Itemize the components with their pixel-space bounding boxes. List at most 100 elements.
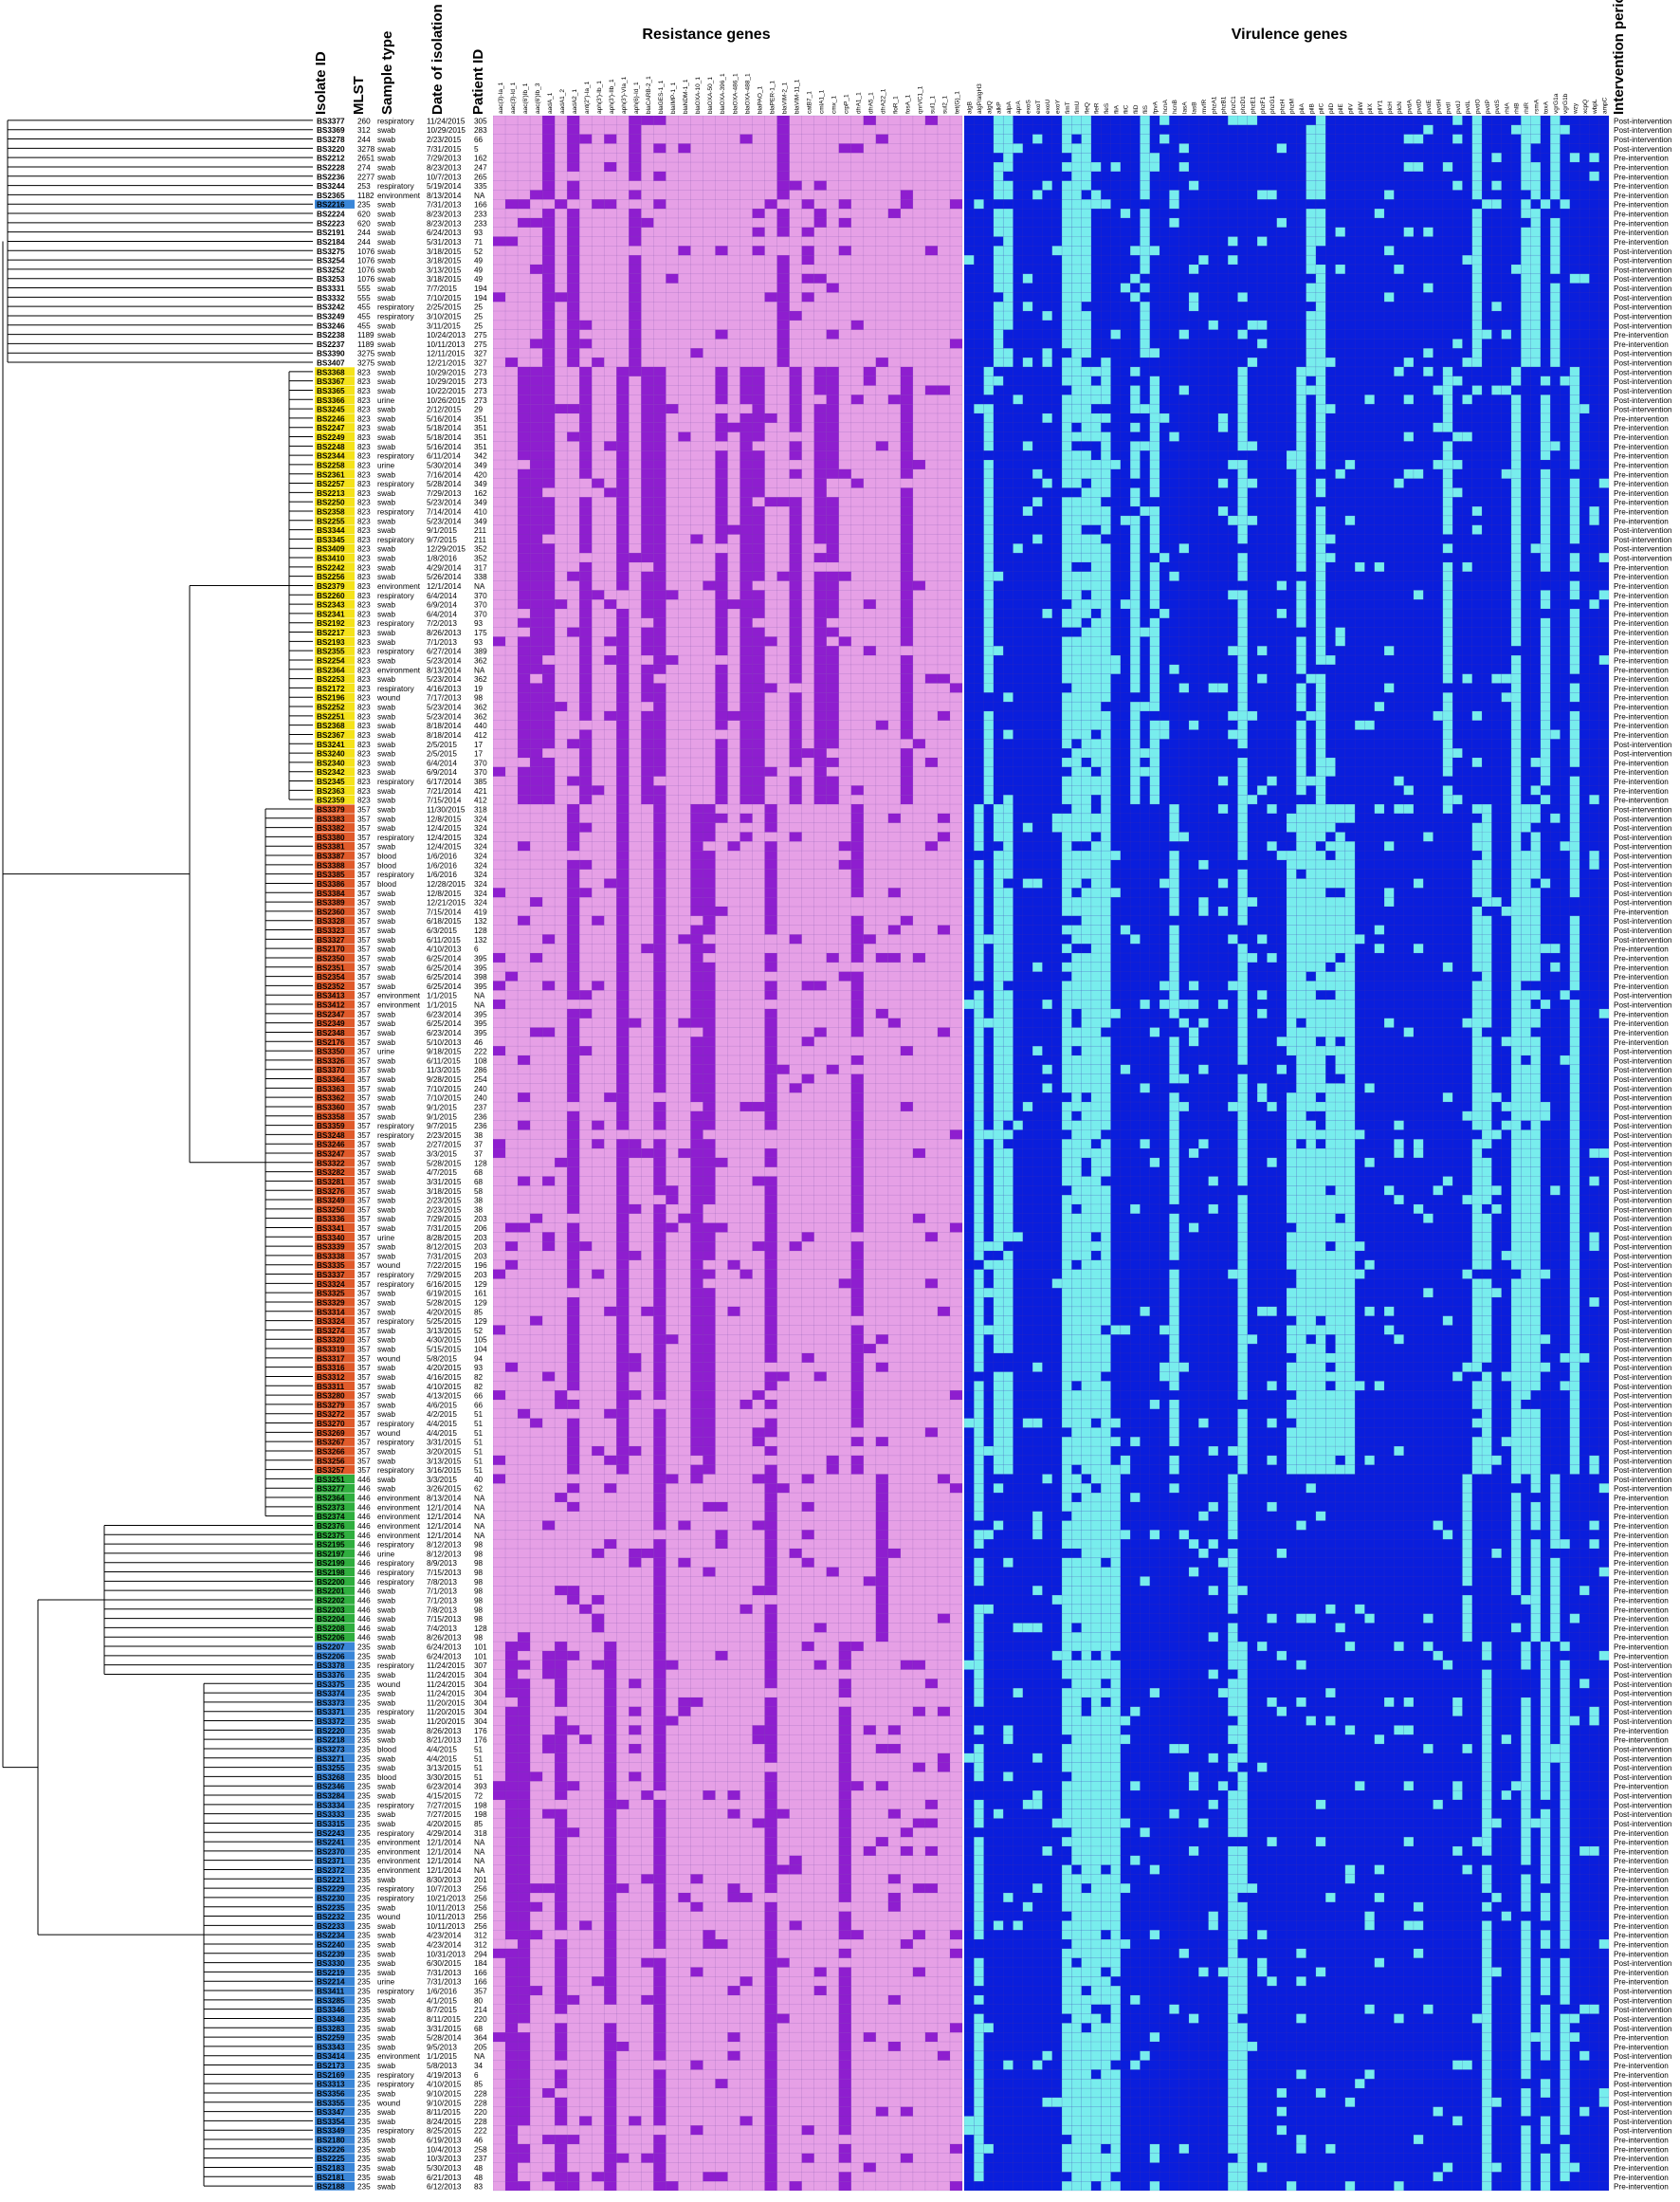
resistance-gene-present-cell [764,1148,777,1158]
isolate-id: BS3362 [317,1094,345,1103]
resistance-gene-present-cell [690,869,703,879]
isolate-id: BS2352 [317,982,345,991]
virulence-gene-present-cell [1296,758,1306,767]
mlst-value: 357 [357,1131,371,1140]
resistance-gene-present-cell [518,441,531,451]
virulence-gene-present-cell [974,869,984,879]
date-of-isolation-value: 7/15/2013 [427,1569,462,1577]
virulence-gene-present-cell [1510,431,1522,442]
resistance-gene-present-cell [641,683,654,693]
virulence-gene-present-cell [1237,1157,1248,1167]
resistance-gene-present-cell [776,116,790,125]
resistance-gene-present-cell [715,766,728,777]
virulence-gene-present-cell [1296,553,1306,562]
virulence-gene-present-cell [1569,655,1580,665]
resistance-gene-present-cell [567,1176,580,1186]
virulence-gene-present-cell [1003,273,1013,284]
mlst-value: 357 [357,963,371,972]
virulence-gene-present-cell [1237,795,1248,805]
date-of-isolation-value: 2/23/2015 [427,1197,462,1205]
virulence-gene-present-cell [1471,320,1483,330]
isolate-id: BS2213 [317,489,345,498]
virulence-gene-present-cell [1306,1176,1316,1186]
resistance-gene-present-cell [813,702,827,711]
resistance-gene-present-cell [604,710,617,721]
virulence-gene-present-cell [974,1008,984,1018]
resistance-gene-label: blaGES-1_1 [658,80,665,114]
resistance-gene-present-cell [629,116,642,125]
virulence-gene-present-cell [1110,664,1121,674]
virulence-gene-present-cell [1530,348,1541,358]
resistance-gene-present-cell [567,897,580,907]
virulence-gene-present-cell [1598,1148,1609,1158]
resistance-gene-present-cell [530,795,543,805]
virulence-gene-present-cell [1471,358,1483,367]
virulence-gene-present-cell [1471,1157,1483,1167]
virulence-gene-present-cell [1237,851,1248,860]
virulence-gene-present-cell [1315,851,1326,860]
resistance-gene-present-cell [900,385,913,395]
virulence-gene-present-cell [1081,283,1091,293]
mlst-value: 357 [357,1336,371,1345]
patient-id-value: 420 [474,470,487,479]
virulence-gene-present-cell [1140,348,1150,358]
virulence-gene-present-cell [1471,1185,1483,1196]
resistance-gene-present-cell [715,813,728,823]
virulence-gene-present-cell [1237,1203,1248,1214]
virulence-gene-present-cell [1062,869,1072,879]
virulence-gene-present-cell [1062,246,1072,256]
resistance-gene-present-cell [616,1166,630,1177]
resistance-gene-present-cell [542,524,556,535]
resistance-gene-present-cell [924,385,938,395]
date-of-isolation-value: 2/25/2015 [427,303,462,312]
virulence-gene-present-cell [1101,1073,1111,1084]
resistance-gene-present-cell [518,729,531,740]
resistance-gene-present-cell [530,561,543,572]
virulence-gene-present-cell [1530,236,1541,247]
resistance-gene-present-cell [850,915,864,926]
resistance-gene-present-cell [653,116,667,125]
virulence-gene-present-cell [1178,683,1189,693]
isolate-id-cell [315,1214,355,1223]
virulence-gene-present-cell [1315,906,1326,916]
sample-type-value: swab [377,908,396,916]
virulence-gene-present-cell [1101,385,1111,395]
resistance-gene-present-cell [740,376,753,386]
resistance-gene-present-cell [838,636,851,647]
patient-id-value: 349 [474,480,487,488]
virulence-gene-label: vgrG1b [1562,93,1569,114]
virulence-gene-present-cell [1140,236,1150,247]
virulence-gene-present-cell [974,1055,984,1065]
virulence-gene-present-cell [1364,720,1375,730]
virulence-gene-present-cell [1550,311,1561,321]
isolate-id-cell [315,1846,355,1856]
virulence-gene-present-cell [1540,534,1551,544]
mlst-value: 357 [357,861,371,870]
isolate-id: BS3332 [317,294,345,303]
isolate-id-cell [315,1334,355,1344]
virulence-gene-present-cell [1521,1213,1531,1223]
virulence-gene-present-cell [1296,1195,1306,1204]
virulence-gene-present-cell [1335,627,1345,637]
resistance-gene-present-cell [715,636,728,647]
virulence-gene-present-cell [1081,888,1091,898]
resistance-gene-present-cell [690,906,703,916]
resistance-gene-present-cell [653,404,667,413]
virulence-gene-present-cell [1315,264,1326,274]
virulence-gene-present-cell [1081,404,1091,413]
virulence-gene-present-cell [1530,962,1541,972]
virulence-gene-present-cell [1090,702,1102,711]
virulence-gene-present-cell [1081,1102,1091,1111]
virulence-gene-present-cell [1296,590,1306,600]
virulence-gene-present-cell [1530,190,1541,200]
resistance-gene-present-cell [813,766,827,777]
date-of-isolation-value: 5/23/2014 [427,656,462,665]
virulence-gene-present-cell [974,1232,984,1242]
resistance-gene-present-cell [653,897,667,907]
date-of-isolation-value: 8/23/2013 [427,163,462,172]
virulence-gene-present-cell [1569,273,1580,284]
resistance-gene-present-cell [826,739,839,749]
virulence-gene-present-cell [1569,646,1580,656]
virulence-gene-present-cell [1003,925,1013,935]
virulence-gene-present-cell [1569,506,1580,516]
